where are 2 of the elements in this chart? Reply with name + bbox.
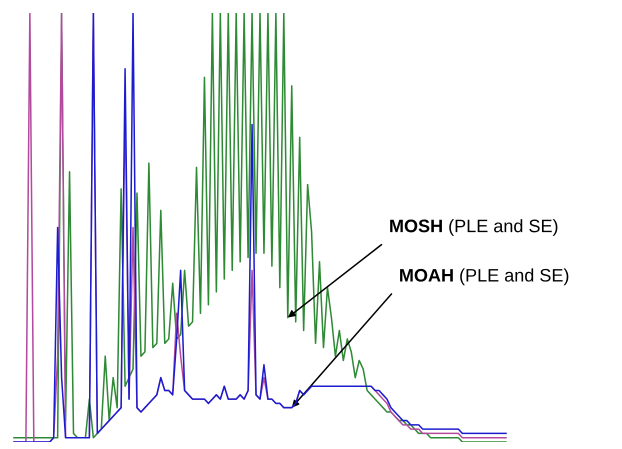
annotation: MOAH (PLE and SE) (400, 268, 568, 286)
annotation: MOSH (PLE and SE) (390, 219, 558, 236)
